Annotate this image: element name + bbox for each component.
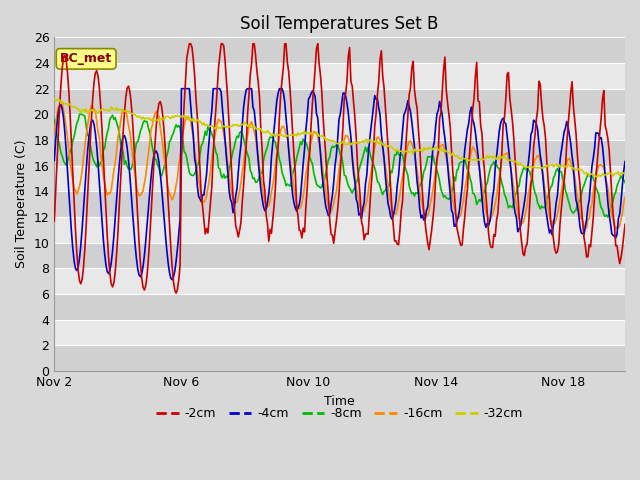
Bar: [54, 294, 625, 320]
Bar: [54, 320, 625, 346]
Title: Soil Temperatures Set B: Soil Temperatures Set B: [241, 15, 439, 33]
Legend: -2cm, -4cm, -8cm, -16cm, -32cm: -2cm, -4cm, -8cm, -16cm, -32cm: [151, 402, 528, 425]
Bar: [54, 192, 625, 217]
Bar: [54, 166, 625, 192]
Bar: [54, 268, 625, 294]
Bar: [54, 243, 625, 268]
Bar: [54, 114, 625, 140]
Bar: [54, 346, 625, 371]
Text: BC_met: BC_met: [60, 52, 112, 65]
Y-axis label: Soil Temperature (C): Soil Temperature (C): [15, 140, 28, 268]
Bar: [54, 140, 625, 166]
Bar: [54, 217, 625, 243]
X-axis label: Time: Time: [324, 395, 355, 408]
Bar: [54, 63, 625, 89]
Bar: [54, 37, 625, 63]
Bar: [54, 89, 625, 114]
